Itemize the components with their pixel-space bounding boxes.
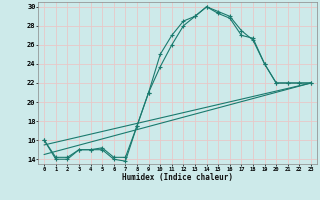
X-axis label: Humidex (Indice chaleur): Humidex (Indice chaleur)	[122, 173, 233, 182]
